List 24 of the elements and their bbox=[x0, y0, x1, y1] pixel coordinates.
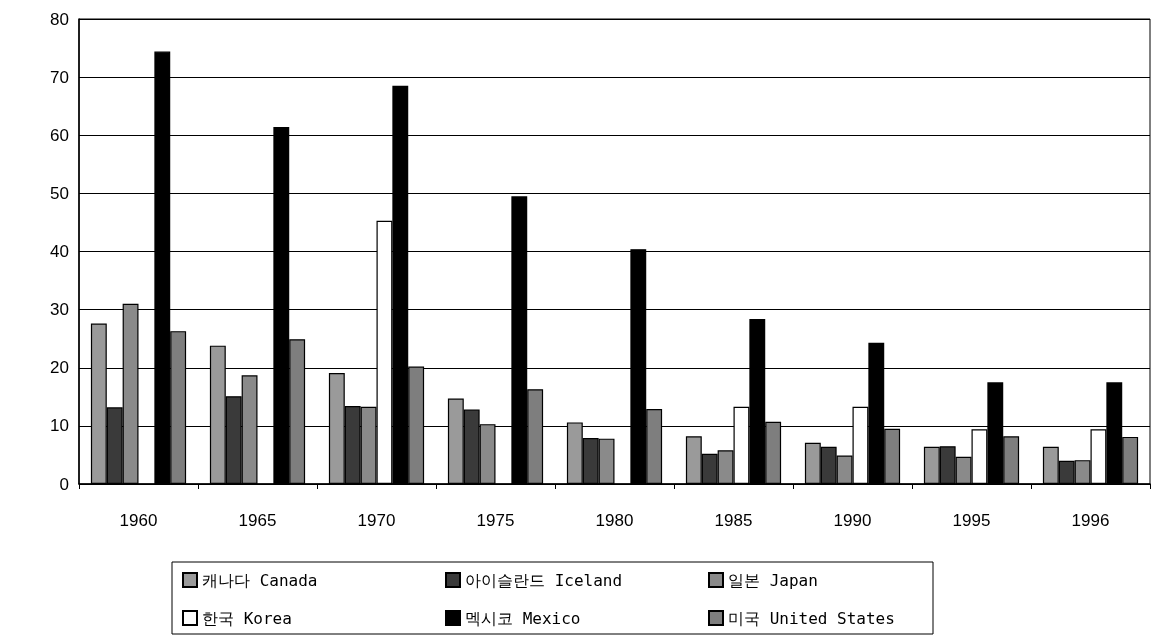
y-tick-label: 10 bbox=[50, 416, 69, 436]
legend-label: 미국 United States bbox=[728, 608, 895, 628]
x-tick-label: 1975 bbox=[476, 511, 515, 530]
x-tick-label: 1995 bbox=[952, 511, 991, 530]
x-tick-label: 1965 bbox=[238, 511, 277, 530]
y-tick-label: 70 bbox=[50, 67, 69, 87]
x-tick-label: 1990 bbox=[833, 511, 872, 530]
y-tick-label: 80 bbox=[50, 9, 69, 29]
y-tick-label: 0 bbox=[59, 474, 69, 494]
y-tick-label: 60 bbox=[50, 125, 69, 145]
x-tick-label: 1985 bbox=[714, 511, 753, 530]
y-tick-label: 40 bbox=[50, 242, 69, 261]
x-tick-label: 1960 bbox=[119, 511, 158, 530]
legend-label: 멕시코 Mexico bbox=[465, 608, 581, 628]
legend-label: 한국 Korea bbox=[202, 608, 292, 628]
y-tick-label: 30 bbox=[50, 300, 69, 320]
x-tick-label: 1996 bbox=[1071, 511, 1110, 530]
x-tick-label: 1980 bbox=[595, 511, 634, 530]
y-tick-label: 50 bbox=[50, 183, 69, 203]
legend-label: 아이슬란드 Iceland bbox=[465, 570, 623, 590]
x-tick-label: 1970 bbox=[357, 511, 396, 530]
y-tick-label: 20 bbox=[50, 358, 69, 378]
legend-label: 일본 Japan bbox=[728, 570, 818, 590]
legend-label: 캐나다 Canada bbox=[202, 570, 318, 590]
